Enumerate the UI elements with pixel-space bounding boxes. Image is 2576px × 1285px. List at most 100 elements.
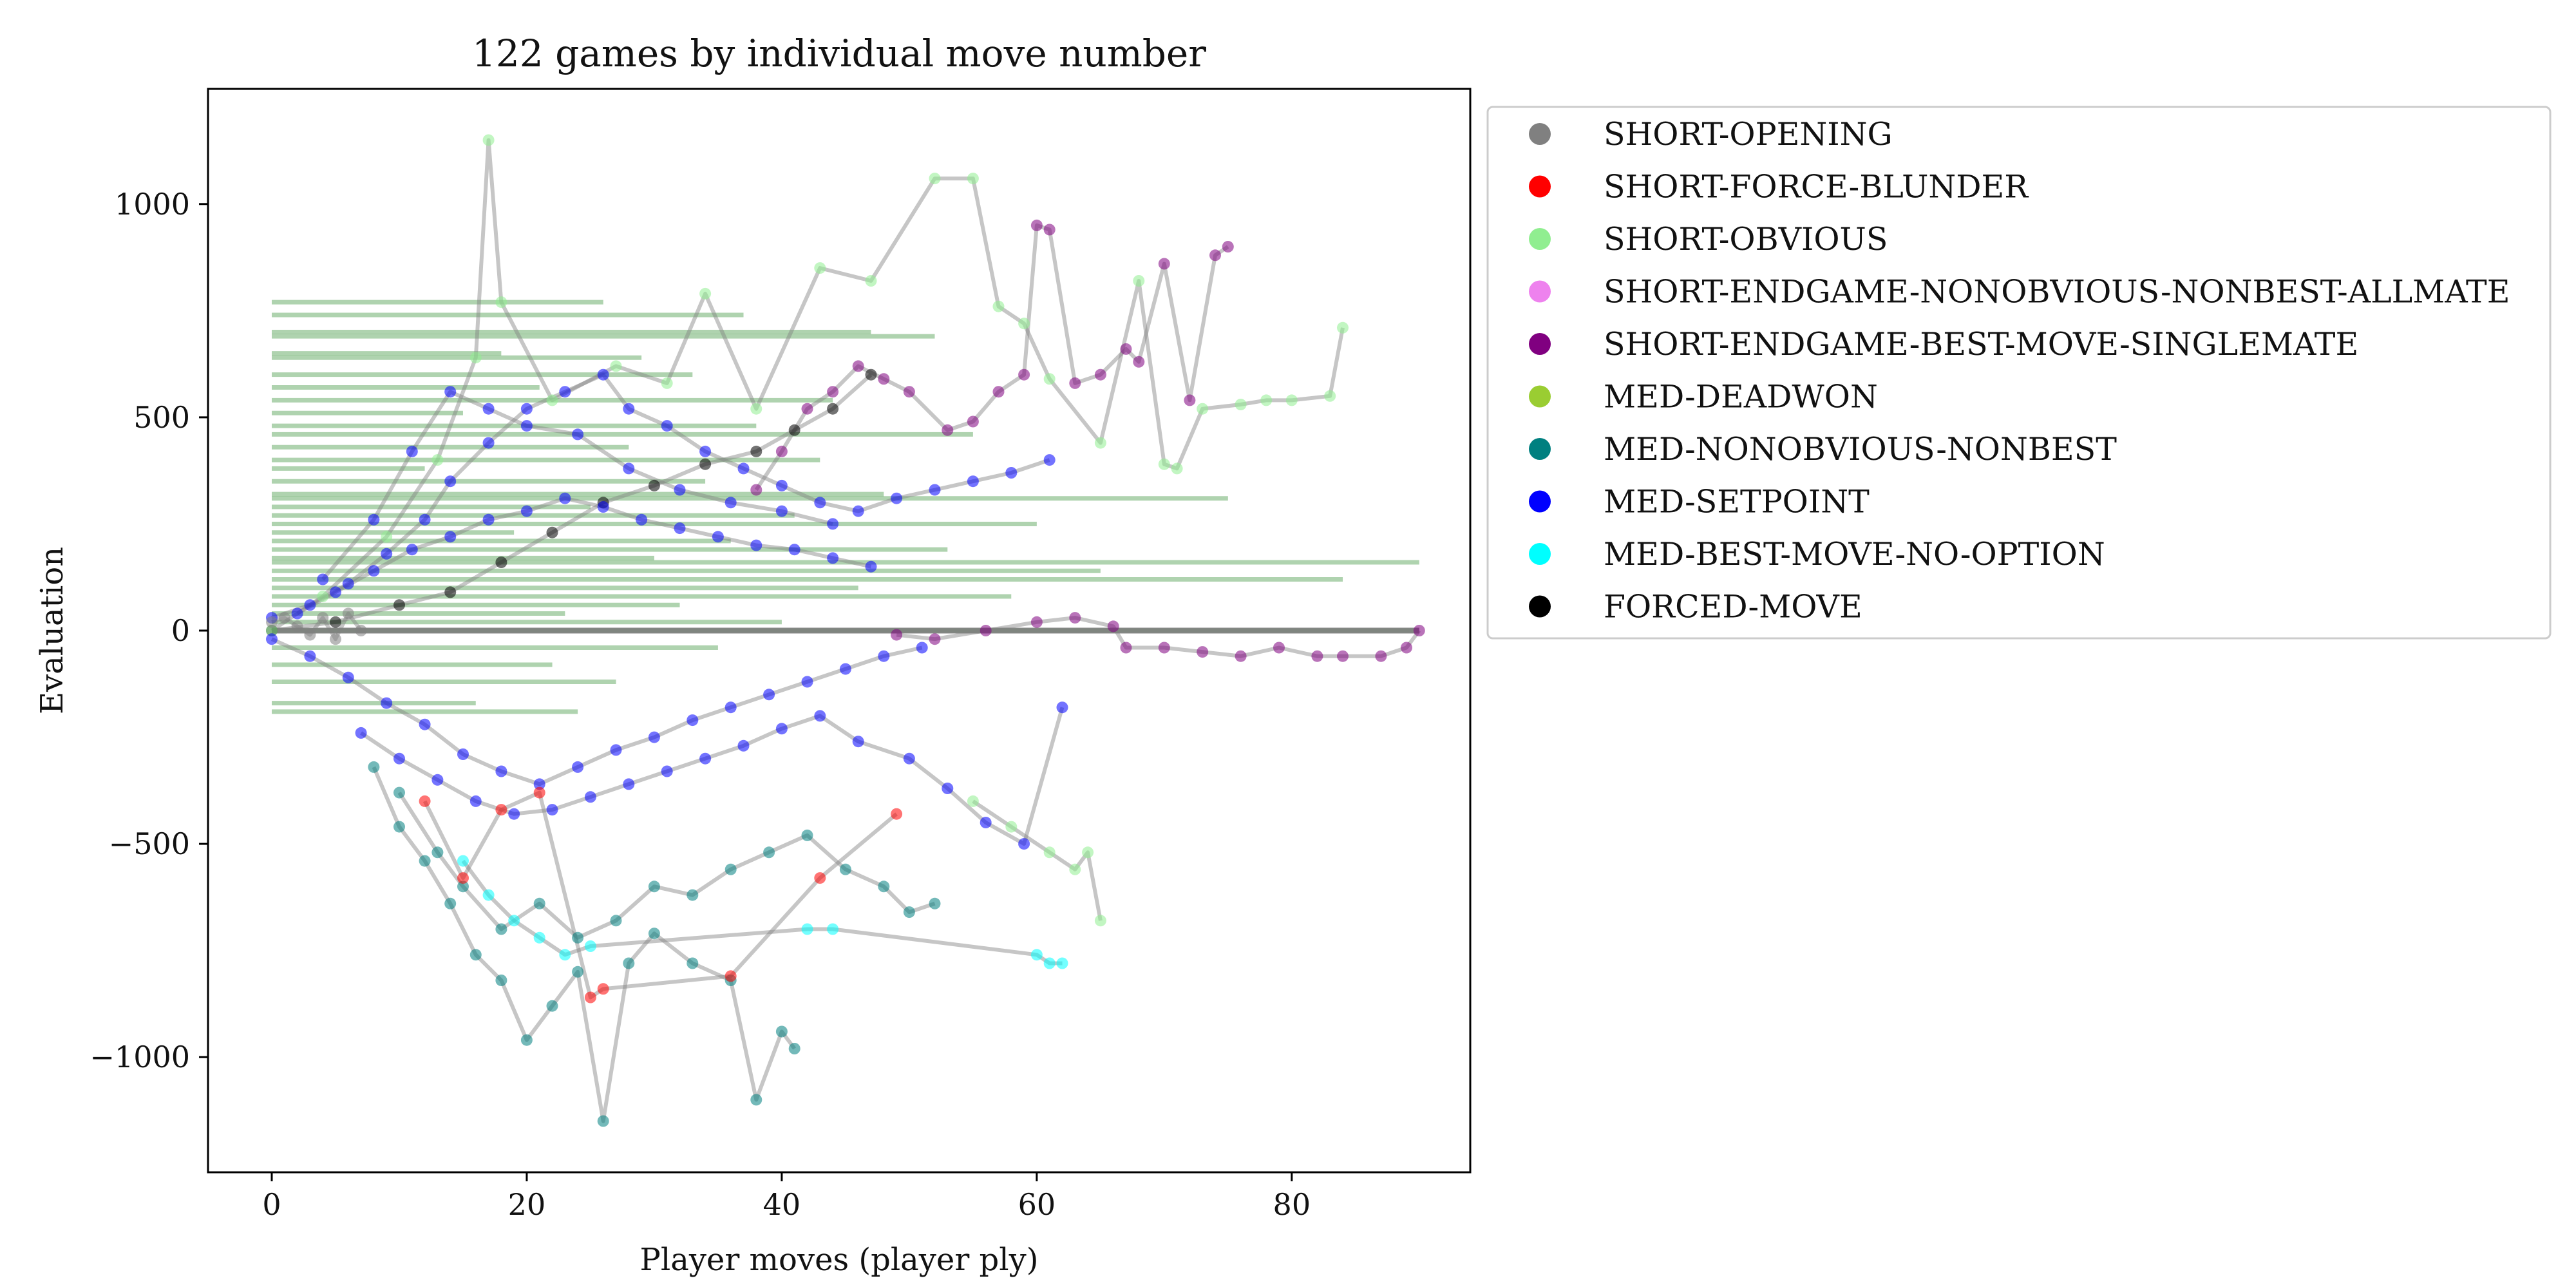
legend-marker <box>1529 543 1551 565</box>
x-tick-label: 0 <box>262 1187 281 1222</box>
data-point <box>1158 642 1170 654</box>
data-point <box>648 479 660 491</box>
data-point <box>929 897 941 909</box>
data-point <box>1030 949 1043 961</box>
data-point <box>929 633 941 645</box>
legend-marker <box>1529 228 1551 250</box>
data-point <box>495 765 507 777</box>
data-point <box>291 620 303 633</box>
data-point <box>342 607 354 620</box>
data-point <box>1158 258 1170 270</box>
data-point <box>1069 863 1081 875</box>
data-point <box>381 547 393 560</box>
data-point <box>330 616 341 628</box>
series-line <box>359 707 1065 846</box>
data-point <box>520 420 533 432</box>
data-point <box>967 475 979 488</box>
data-point <box>266 633 278 645</box>
legend-items: SHORT-OPENING SHORT-FORCE-BLUNDER SHORT-OB… <box>1529 116 2510 625</box>
data-point <box>495 975 507 986</box>
data-point <box>1005 821 1018 833</box>
data-point <box>597 983 609 995</box>
data-point <box>444 475 457 488</box>
data-point <box>827 923 839 935</box>
data-point <box>814 872 826 884</box>
legend-label: SHORT-FORCE-BLUNDER <box>1604 169 2029 205</box>
data-point <box>1043 224 1056 236</box>
data-point <box>674 484 686 496</box>
data-point <box>852 505 864 517</box>
data-point <box>724 497 737 509</box>
data-point <box>304 650 316 662</box>
data-point <box>1171 462 1183 475</box>
data-point <box>546 1000 558 1012</box>
data-point <box>827 403 839 415</box>
data-point <box>623 778 635 790</box>
data-point <box>469 795 482 807</box>
data-point <box>495 557 507 568</box>
series-line <box>270 637 923 786</box>
data-point <box>712 531 724 543</box>
data-point <box>699 752 712 765</box>
data-point <box>1043 957 1056 969</box>
data-point <box>839 663 851 675</box>
data-point <box>967 795 979 807</box>
data-point <box>1043 454 1056 466</box>
data-point <box>852 736 864 748</box>
data-point <box>520 1034 533 1046</box>
data-point <box>942 783 954 794</box>
data-point <box>546 526 558 538</box>
data-point <box>891 629 903 641</box>
data-point <box>687 714 699 727</box>
data-point <box>699 287 712 300</box>
data-point <box>1337 650 1349 662</box>
data-point <box>381 697 393 709</box>
data-point <box>737 739 750 752</box>
data-point <box>750 539 762 551</box>
data-point <box>648 928 660 940</box>
data-point <box>775 723 788 735</box>
data-point <box>559 386 571 398</box>
data-point <box>827 386 839 398</box>
data-point <box>623 403 635 415</box>
legend-label: SHORT-ENDGAME-NONOBVIOUS-NONBEST-ALLMATE <box>1604 274 2510 310</box>
data-point <box>368 761 380 773</box>
data-point <box>1222 241 1234 252</box>
data-point <box>814 497 826 509</box>
data-point <box>763 846 775 859</box>
data-point <box>393 821 405 833</box>
data-point <box>457 748 469 760</box>
series-line <box>422 790 898 1000</box>
data-point <box>317 573 329 585</box>
series-line <box>271 372 1050 620</box>
data-point <box>393 786 405 799</box>
data-point <box>597 368 609 381</box>
data-point <box>1413 625 1425 636</box>
y-tick-label: −500 <box>109 826 190 861</box>
data-point <box>1082 846 1094 859</box>
data-point <box>661 420 673 432</box>
data-point <box>636 513 648 526</box>
legend-label: FORCED-MOVE <box>1604 589 1862 625</box>
data-point <box>1197 646 1209 658</box>
data-point <box>699 445 712 457</box>
horizontal-segments <box>271 300 1419 714</box>
data-point <box>775 445 788 457</box>
data-point <box>661 377 673 389</box>
series-line <box>321 390 833 581</box>
series-line <box>896 616 1421 658</box>
legend-marker <box>1529 438 1551 460</box>
data-point <box>304 629 316 641</box>
data-point <box>559 949 571 961</box>
data-point <box>1209 249 1221 262</box>
data-point <box>291 607 303 620</box>
legend-marker <box>1529 175 1551 198</box>
legend-marker <box>1529 280 1551 303</box>
legend-marker <box>1529 385 1551 408</box>
data-point <box>801 829 813 841</box>
data-point <box>533 786 545 799</box>
data-point <box>750 445 762 457</box>
data-point <box>648 731 660 743</box>
data-point <box>1030 616 1043 628</box>
data-point <box>992 300 1005 312</box>
